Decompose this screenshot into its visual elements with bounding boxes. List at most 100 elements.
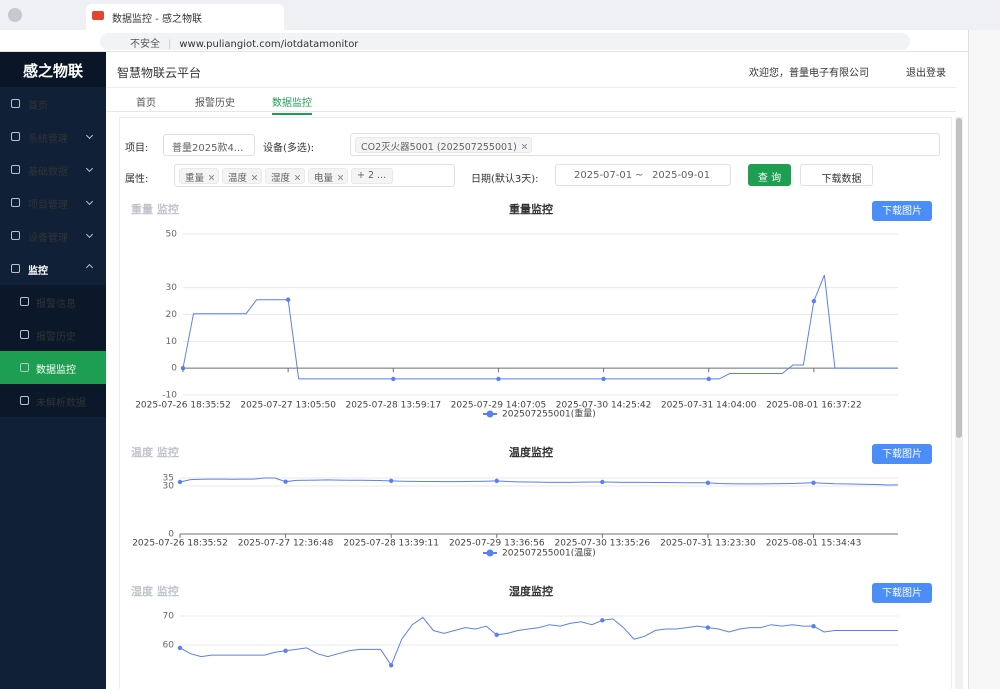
x-tick-label: 2025-07-29 14:07:05: [451, 401, 547, 411]
y-tick-label: 50: [166, 230, 178, 240]
data-point: [177, 479, 183, 485]
attr-label: 属性:: [125, 174, 149, 185]
header: 智慧物联云平台 欢迎您，普量电子有限公司 退出登录: [106, 52, 956, 88]
project-select[interactable]: 普量2025款4...: [163, 134, 255, 156]
data-point: [391, 376, 396, 382]
legend-dot: [486, 410, 494, 418]
menu-icon: [11, 99, 20, 108]
data-point: [388, 663, 394, 668]
menu-item[interactable]: 监控: [0, 252, 106, 285]
data-line: [179, 616, 898, 667]
menu-label: 基础数据: [28, 167, 68, 178]
side-label: 重量 监控: [131, 202, 179, 216]
attr-tag: 温度: [222, 168, 263, 184]
data-point: [600, 479, 605, 485]
content-panel: [119, 117, 952, 689]
remove-icon[interactable]: [338, 175, 344, 180]
platform-title: 智慧物联云平台: [117, 66, 202, 80]
project-value: 普量2025款4...: [172, 143, 244, 154]
data-point: [283, 479, 288, 484]
date-range[interactable]: 2025-07-01 ~ 2025-09-01: [555, 164, 731, 186]
submenu-item[interactable]: 数据监控: [0, 351, 106, 384]
remove-icon[interactable]: [209, 175, 215, 180]
chart-title: 温度监控: [509, 445, 553, 459]
download-image-label: 下载图片: [882, 447, 922, 460]
download-data-button[interactable]: 下载数据: [800, 164, 873, 186]
security-label: 不安全: [130, 39, 160, 50]
url-text: www.puliangiot.com/iotdatamonitor: [179, 39, 359, 50]
menu-item[interactable]: 基础数据: [0, 153, 106, 186]
attr-name: 重量: [185, 173, 205, 184]
menu-icon: [11, 132, 20, 141]
submenu-item[interactable]: 未解析数据: [0, 384, 106, 417]
legend-label: 202507255001(重量): [502, 408, 596, 420]
date-start: 2025-07-01: [574, 170, 633, 181]
x-tick-label: 2025-07-28 13:39:11: [343, 539, 439, 549]
chart-title: 重量监控: [509, 202, 553, 216]
menu-item[interactable]: 设备管理: [0, 219, 106, 252]
submenu-item[interactable]: 报警信息: [0, 285, 106, 318]
x-tick-label: 2025-07-31 14:04:00: [661, 401, 757, 411]
page-tab[interactable]: 报警历史: [195, 98, 235, 109]
attr-select[interactable]: 重量 温度 湿度 电量 + 2 ...: [174, 164, 455, 187]
menu-label: 数据监控: [36, 365, 76, 376]
attr-name: 湿度: [271, 173, 291, 184]
data-point: [705, 480, 711, 485]
y-tick-label: 0: [168, 530, 174, 540]
attr-tag: 重量: [179, 168, 220, 184]
remove-icon[interactable]: [295, 175, 301, 180]
page-tabs: 首页 报警历史 数据监控: [106, 88, 956, 115]
menu-item[interactable]: 系统管理: [0, 120, 106, 153]
main: [106, 52, 968, 689]
profile-icon[interactable]: [8, 8, 22, 22]
y-tick-label: -10: [162, 391, 177, 401]
device-select[interactable]: CO2灭火器5001 (202507255001): [350, 133, 940, 156]
device-value: CO2灭火器5001 (202507255001): [361, 142, 517, 153]
chart-title: 湿度监控: [509, 584, 553, 598]
data-point: [285, 297, 291, 302]
x-tick-label: 2025-07-26 18:35:52: [135, 401, 231, 411]
query-button[interactable]: 查 询: [748, 164, 791, 186]
favicon: [92, 11, 104, 20]
download-image-button[interactable]: [872, 201, 932, 221]
data-line: [182, 274, 898, 380]
project-label: 项目:: [125, 143, 149, 154]
tab-title: 数据监控 - 感之物联: [112, 14, 202, 25]
attr-name: 电量: [314, 173, 334, 184]
data-point: [494, 632, 499, 638]
y-tick-label: 20: [166, 310, 178, 320]
submenu-item[interactable]: 报警历史: [0, 318, 106, 351]
download-image-button[interactable]: [872, 444, 932, 464]
data-point: [600, 618, 605, 623]
page-tab[interactable]: 首页: [136, 98, 156, 109]
x-tick-label: 2025-07-26 18:35:52: [132, 539, 228, 549]
menu-icon: [11, 231, 20, 240]
menu-item[interactable]: 项目管理: [0, 186, 106, 219]
url-field[interactable]: 不安全 | www.puliangiot.com/iotdatamonitor: [100, 33, 910, 50]
menu-label: 项目管理: [28, 200, 68, 211]
download-image-button[interactable]: [872, 583, 932, 603]
data-point: [496, 376, 501, 382]
data-point: [811, 298, 817, 304]
menu-label: 未解析数据: [36, 398, 86, 409]
date-label: 日期(默认3天):: [471, 174, 539, 185]
y-tick-label: 0: [171, 364, 177, 374]
data-point: [388, 478, 394, 484]
side-label: 湿度 监控: [131, 584, 179, 598]
data-point: [177, 645, 183, 651]
legend-dot: [486, 549, 494, 557]
browser-tab[interactable]: 数据监控 - 感之物联: [86, 4, 284, 30]
menu-item[interactable]: 首页: [0, 87, 106, 120]
logout[interactable]: 退出登录: [906, 68, 946, 79]
menu-label: 报警历史: [36, 332, 76, 343]
device-label: 设备(多选):: [263, 143, 315, 154]
y-tick-label: 70: [163, 612, 175, 622]
remove-icon[interactable]: [252, 175, 258, 180]
page-tab[interactable]: 数据监控: [272, 94, 312, 115]
menu-icon: [20, 330, 29, 339]
legend-label: 202507255001(温度): [502, 547, 596, 559]
y-tick-label: 60: [163, 641, 175, 651]
menu-label: 首页: [28, 101, 48, 112]
attr-name: 温度: [228, 173, 248, 184]
scroll-thumb[interactable]: [956, 118, 962, 438]
